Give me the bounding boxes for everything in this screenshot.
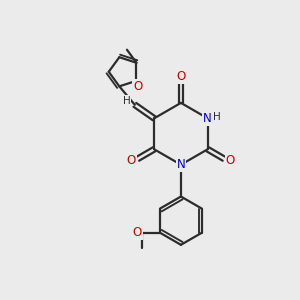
Text: O: O bbox=[133, 80, 142, 93]
Text: N: N bbox=[203, 112, 212, 125]
Text: H: H bbox=[213, 112, 221, 122]
Text: O: O bbox=[226, 154, 235, 167]
Text: O: O bbox=[133, 226, 142, 239]
Text: O: O bbox=[176, 70, 185, 83]
Text: H: H bbox=[123, 96, 130, 106]
Text: N: N bbox=[176, 158, 185, 171]
Text: O: O bbox=[127, 154, 136, 167]
